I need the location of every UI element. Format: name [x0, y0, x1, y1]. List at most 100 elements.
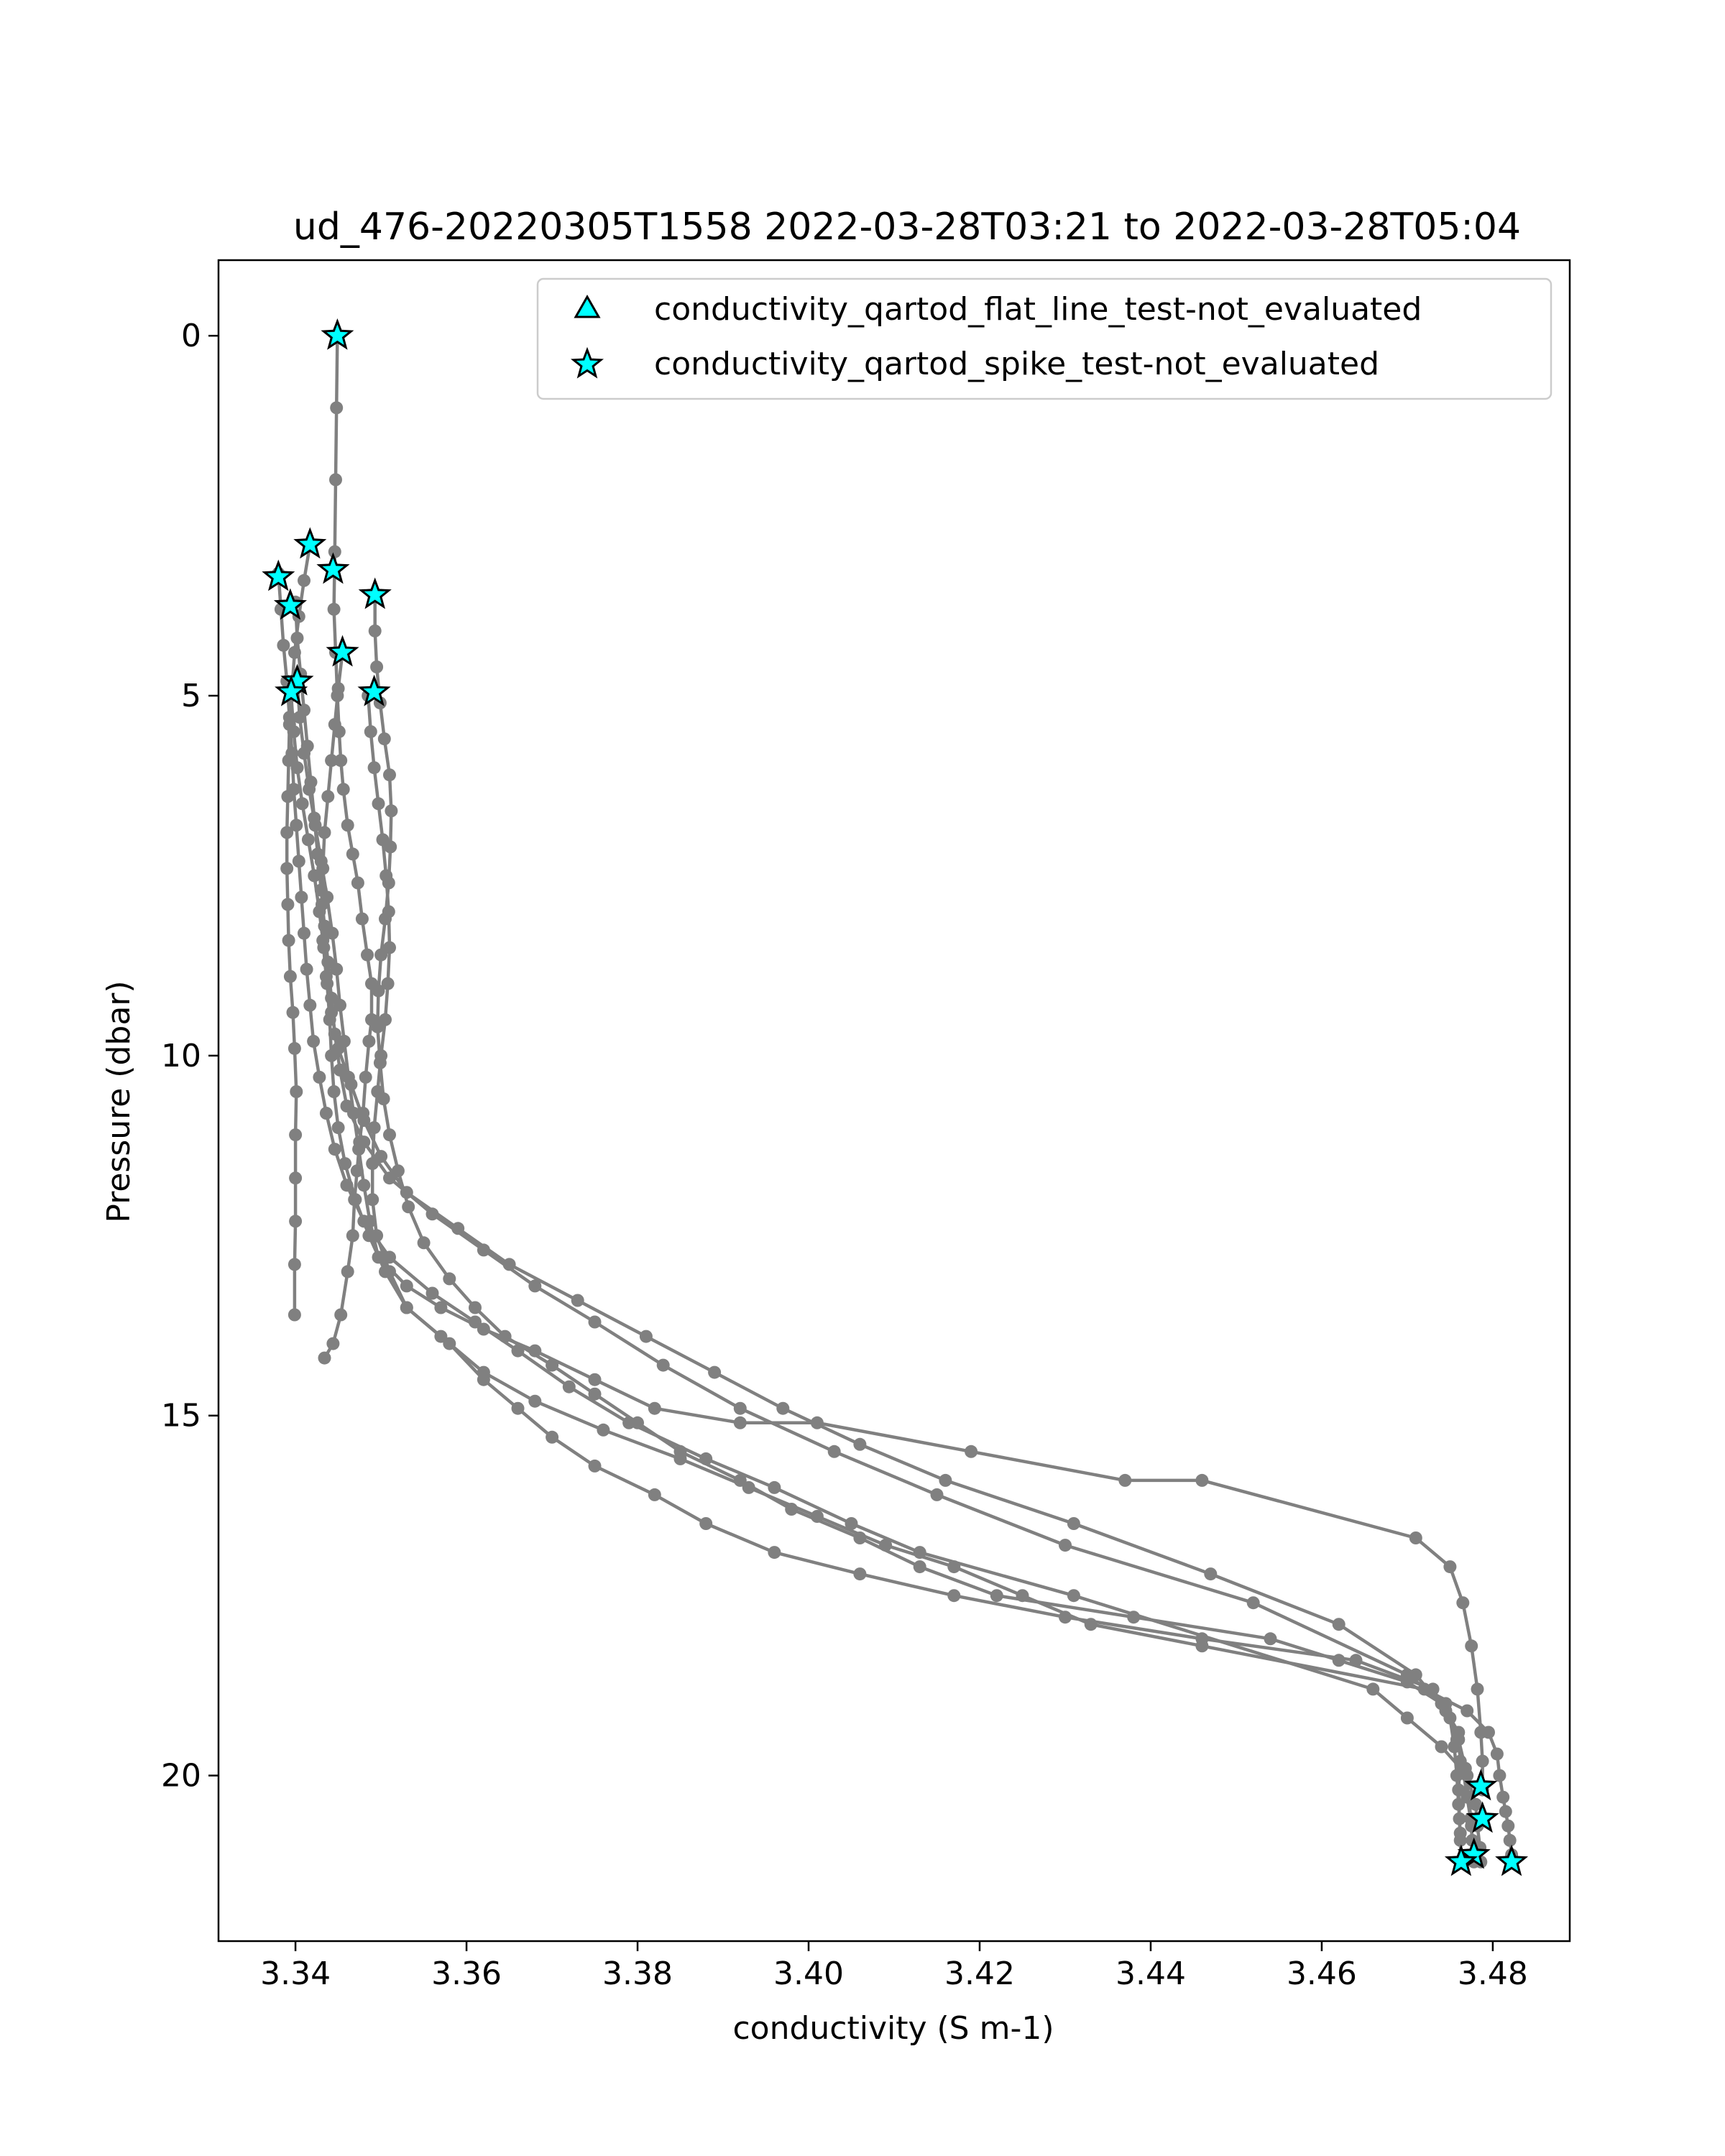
data-point [827, 1445, 841, 1458]
data-point [298, 926, 310, 940]
data-point [366, 1157, 380, 1171]
data-point [282, 711, 296, 724]
data-point [325, 1005, 339, 1019]
data-point [372, 797, 385, 811]
data-point [1067, 1589, 1080, 1603]
data-point [528, 1344, 542, 1358]
data-point [374, 948, 388, 962]
data-point [913, 1546, 926, 1560]
data-point [292, 854, 305, 868]
data-point [498, 1330, 512, 1343]
axes-frame [217, 259, 1571, 1943]
data-point [742, 1480, 755, 1494]
data-point [288, 1308, 301, 1322]
data-point [379, 1013, 392, 1026]
x-tick-label: 3.48 [1458, 1955, 1528, 1992]
data-point [546, 1358, 559, 1372]
spike-test-star-marker [1466, 1801, 1499, 1833]
y-tick-label: 20 [161, 1758, 201, 1795]
data-point [733, 1416, 747, 1429]
data-point [290, 1085, 303, 1098]
data-point [1465, 1639, 1478, 1653]
data-point [1452, 1783, 1466, 1797]
y-tick-label: 5 [181, 678, 201, 714]
data-point [286, 1005, 300, 1019]
data-point [947, 1589, 961, 1603]
data-point [597, 1423, 610, 1437]
data-point [330, 401, 344, 415]
data-point [845, 1517, 858, 1530]
data-point [1409, 1531, 1422, 1544]
data-point [588, 1387, 602, 1401]
data-point [334, 1308, 348, 1322]
data-point [1349, 1654, 1363, 1667]
data-point [370, 660, 384, 673]
data-point [383, 768, 396, 782]
spike-test-star-marker [1464, 1769, 1498, 1801]
data-point [1503, 1833, 1517, 1847]
data-point [1435, 1740, 1448, 1754]
data-point [699, 1452, 713, 1465]
legend-label-spike: conductivity_qartod_spike_test-not_evalu… [654, 346, 1379, 382]
data-point [588, 1315, 602, 1329]
spike-test-star-marker [357, 674, 391, 706]
data-point [1084, 1618, 1098, 1631]
data-point [316, 862, 330, 875]
data-point [367, 1121, 381, 1135]
data-point [307, 1034, 321, 1048]
data-point [349, 1193, 362, 1207]
data-point [285, 747, 299, 760]
data-point [588, 1459, 602, 1473]
data-point [400, 1279, 413, 1293]
data-point [1501, 1819, 1515, 1833]
data-point [383, 1128, 396, 1142]
data-point [965, 1445, 978, 1458]
spike-test-star-marker [275, 674, 308, 706]
data-point [301, 833, 315, 847]
data-point [359, 1070, 372, 1084]
data-point [562, 1380, 576, 1393]
data-point [328, 1027, 341, 1041]
data-point [311, 847, 324, 861]
data-point [1246, 1596, 1260, 1610]
legend-label-flat-line: conductivity_qartod_flat_line_test-not_e… [654, 291, 1422, 328]
data-point [785, 1503, 799, 1516]
data-point [528, 1394, 542, 1408]
data-point [319, 969, 333, 983]
spike-test-star-marker [293, 527, 327, 559]
data-point [853, 1567, 867, 1581]
data-point [282, 934, 295, 947]
data-point [288, 645, 301, 659]
data-point [331, 1041, 345, 1055]
data-point [289, 1171, 303, 1185]
data-point [990, 1589, 1003, 1603]
legend: conductivity_qartod_flat_line_test-not_e… [536, 277, 1552, 400]
data-point [313, 1070, 326, 1084]
data-point [546, 1430, 559, 1444]
data-point [1458, 1761, 1472, 1775]
data-point [368, 624, 382, 637]
data-point [434, 1301, 448, 1314]
data-point [1118, 1473, 1132, 1487]
data-point [280, 862, 294, 875]
data-point [287, 725, 300, 739]
y-tick-label: 10 [161, 1038, 201, 1074]
data-point [1400, 1711, 1414, 1725]
data-point [374, 1049, 388, 1062]
data-point [295, 797, 309, 811]
spike-test-star-marker [326, 635, 359, 667]
data-point [1195, 1473, 1209, 1487]
data-point [288, 1258, 301, 1271]
x-tick-label: 3.34 [260, 1955, 331, 1992]
x-tick-label: 3.38 [602, 1955, 673, 1992]
data-point [391, 1164, 405, 1178]
plot-area [262, 318, 1529, 1876]
data-point [328, 718, 341, 732]
data-point [304, 775, 318, 789]
data-point [622, 1416, 636, 1429]
data-point [289, 1128, 303, 1142]
chart-title: ud_476-20220305T1558 2022-03-28T03:21 to… [293, 206, 1521, 249]
data-point [733, 1473, 747, 1487]
data-point [303, 998, 317, 1012]
data-point [1332, 1618, 1346, 1631]
